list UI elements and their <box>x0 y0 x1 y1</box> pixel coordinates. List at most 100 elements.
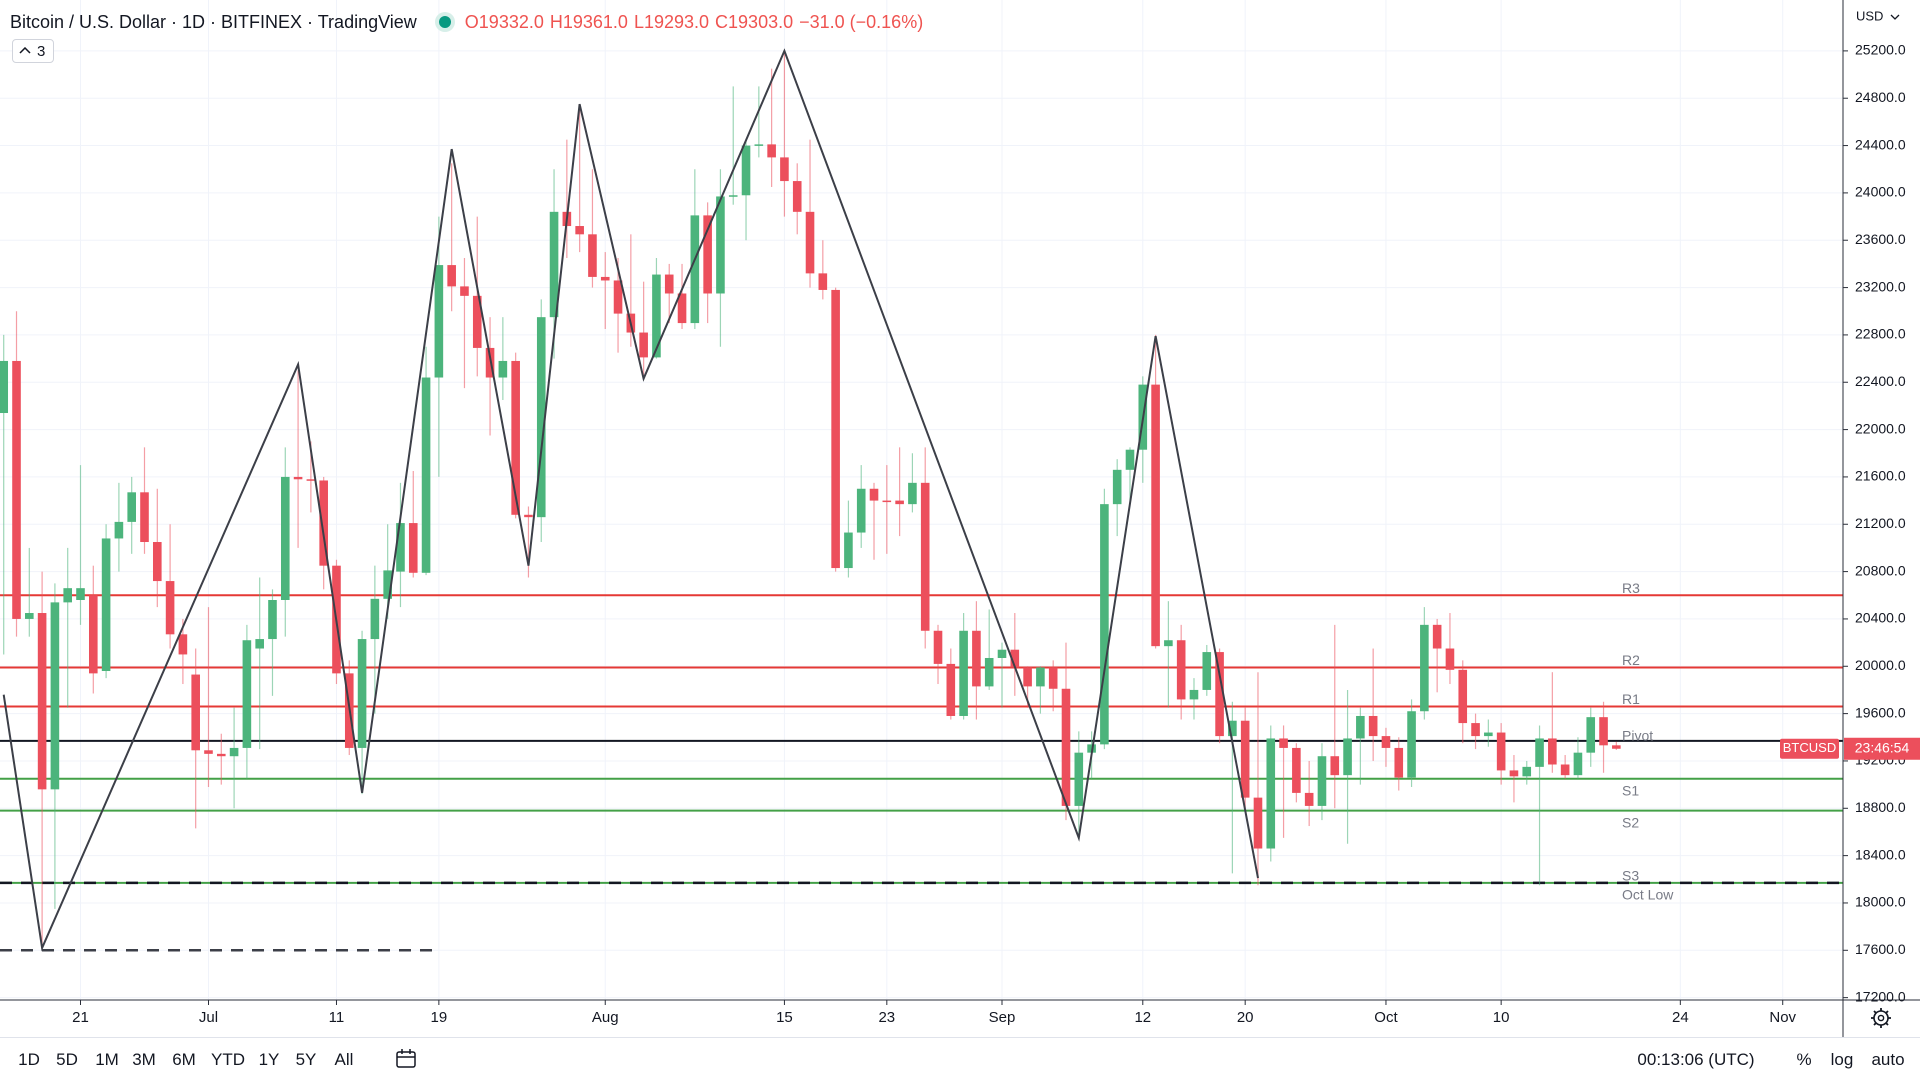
ohlc-value: C19303.0 <box>715 11 794 32</box>
settings-gear[interactable] <box>1871 1008 1891 1028</box>
candle-body <box>216 753 226 757</box>
candle-body <box>408 523 418 573</box>
candle-body <box>63 588 73 603</box>
level-label: R3 <box>1622 580 1640 596</box>
symbol-title[interactable]: Bitcoin / U.S. Dollar · 1D · BITFINEX · … <box>10 11 417 32</box>
y-tick-label: 18800.0 <box>1855 799 1906 815</box>
candle-body <box>1573 752 1583 776</box>
candle-body <box>268 600 277 640</box>
level-label: S3 <box>1622 868 1639 884</box>
scale-toggle[interactable]: % <box>1796 1050 1812 1069</box>
y-tick-label: 18400.0 <box>1855 846 1906 862</box>
candle-body <box>882 500 892 503</box>
candle-body <box>767 144 776 158</box>
candle-body <box>1266 738 1276 849</box>
candle-body <box>1356 715 1365 739</box>
y-tick-label: 20000.0 <box>1855 657 1906 673</box>
scale-toggle[interactable]: log <box>1830 1050 1854 1069</box>
timeframe-button[interactable]: YTD <box>211 1050 245 1069</box>
x-tick-label: 20 <box>1237 1009 1254 1026</box>
x-tick-label: 21 <box>72 1009 89 1026</box>
date-range-icon[interactable] <box>395 1048 419 1070</box>
y-tick-label: 25200.0 <box>1855 42 1906 58</box>
candle-body <box>0 360 9 414</box>
candle-body <box>1445 648 1455 670</box>
candle-body <box>89 595 98 674</box>
timeframe-button[interactable]: All <box>334 1050 354 1069</box>
candle-body <box>613 280 623 314</box>
candle-body <box>1304 792 1314 806</box>
candle-body <box>754 144 764 146</box>
candle-body <box>1612 745 1621 749</box>
x-tick-label: 12 <box>1134 1009 1151 1026</box>
indicators-toggle[interactable]: 3 <box>12 39 55 63</box>
candle-body <box>1074 752 1084 806</box>
candle-body <box>1279 738 1288 748</box>
timeframe-button[interactable]: 6M <box>172 1050 196 1069</box>
ohlc-value: L19293.0 <box>633 11 710 32</box>
candle-body <box>703 215 712 294</box>
price-axis-background <box>1843 0 1920 1037</box>
level-label: R2 <box>1622 652 1640 668</box>
gear-teeth <box>1871 1008 1891 1028</box>
currency-dropdown-arrow[interactable] <box>1890 14 1900 20</box>
indicator-count: 3 <box>37 42 46 60</box>
timeframe-button[interactable]: 3M <box>132 1050 156 1069</box>
timeframe-button[interactable]: 5Y <box>295 1050 317 1069</box>
timeframe-button[interactable]: 1M <box>95 1050 119 1069</box>
utc-clock[interactable]: 00:13:06 (UTC) <box>1637 1050 1755 1069</box>
candle-body <box>178 634 188 655</box>
currency-label[interactable]: USD <box>1856 8 1883 23</box>
candle-body <box>280 476 290 600</box>
y-tick-label: 18000.0 <box>1855 894 1906 910</box>
candle-body <box>728 195 738 197</box>
x-tick-label: 11 <box>329 1009 345 1026</box>
y-tick-label: 23600.0 <box>1855 231 1906 247</box>
candle-body <box>818 273 828 290</box>
candle-body <box>1343 738 1352 776</box>
candle-body <box>1368 715 1378 737</box>
candle-body <box>255 639 264 649</box>
candle-body <box>114 521 124 539</box>
candle-body <box>1407 711 1416 778</box>
timeframe-button[interactable]: 5D <box>56 1050 78 1069</box>
zigzag-line <box>2 48 1259 952</box>
timeframe-button[interactable]: 1Y <box>258 1050 280 1069</box>
y-tick-label: 21200.0 <box>1855 515 1906 531</box>
candle-body <box>101 538 111 672</box>
ohlc-legend: O19332.0 H19361.0 L19293.0 C19303.0 −31.0 (−… <box>465 12 929 33</box>
candle-body <box>1164 640 1173 647</box>
candle-body <box>831 289 840 569</box>
y-tick-label: 22400.0 <box>1855 373 1906 389</box>
candle-body <box>588 234 597 277</box>
y-tick-label: 20400.0 <box>1855 610 1906 626</box>
candle-body <box>1420 624 1429 712</box>
candle-body <box>1125 449 1135 470</box>
scale-toggle[interactable]: auto <box>1871 1050 1905 1069</box>
candle-body <box>1189 689 1199 700</box>
candle-body <box>856 488 866 533</box>
x-tick-label: Jul <box>199 1009 218 1026</box>
candle-body <box>1023 667 1032 687</box>
timeframe-button[interactable]: 1D <box>18 1050 40 1069</box>
candle-body <box>357 639 367 748</box>
candle-body <box>1010 649 1020 668</box>
candle-body <box>383 570 392 599</box>
candle-body <box>1548 738 1557 765</box>
price-tag: BTCUSD 23:46:54 <box>1780 737 1920 760</box>
level-label: R1 <box>1622 691 1640 707</box>
candle-body <box>127 492 136 522</box>
candle-body <box>25 613 34 619</box>
y-tick-label: 24400.0 <box>1855 136 1906 152</box>
y-tick-label: 17600.0 <box>1855 941 1906 957</box>
zigzag-overlay <box>2 48 1259 952</box>
candle-body <box>536 317 546 518</box>
candle-body <box>972 630 981 687</box>
y-tick-label: 20800.0 <box>1855 562 1906 578</box>
axes: 17200.0 17600.0 18000.0 18400.0 18800.0 19 200… <box>72 42 1906 1026</box>
candle-body <box>895 500 904 505</box>
candle-body <box>152 542 162 582</box>
y-tick-label: 23200.0 <box>1855 278 1906 294</box>
candle-body <box>140 492 149 543</box>
candle-body <box>1100 504 1109 745</box>
